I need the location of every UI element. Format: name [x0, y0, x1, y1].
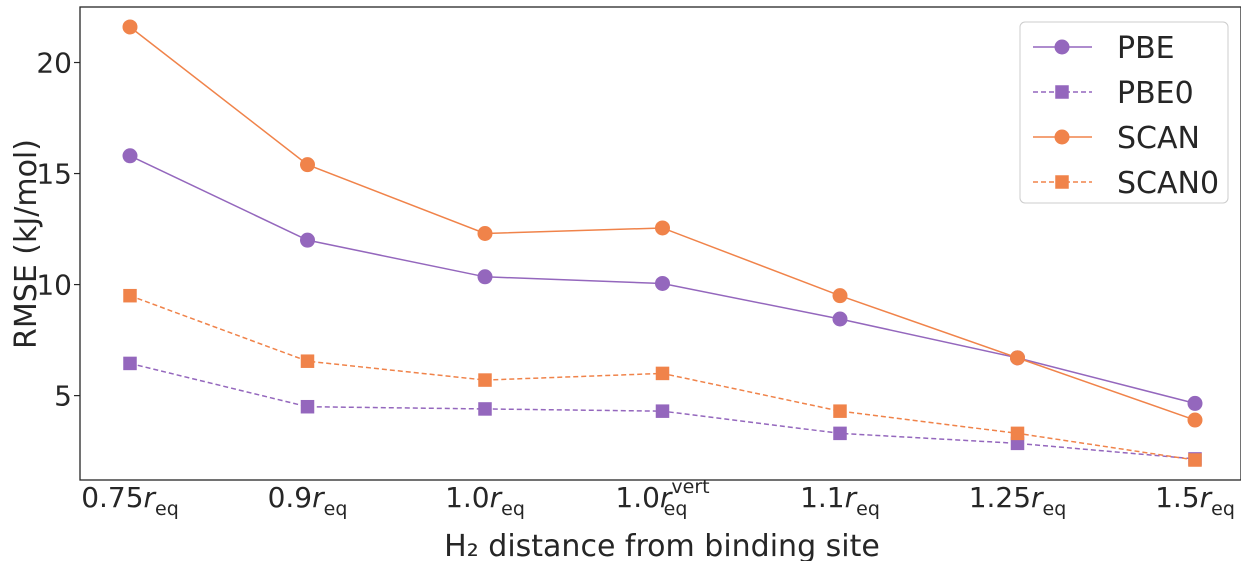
data-point [1187, 412, 1203, 428]
data-point [300, 232, 315, 248]
x-tick-label: 1.25req [969, 481, 1067, 520]
data-point [1010, 350, 1025, 366]
data-point [832, 288, 848, 304]
data-point [1188, 453, 1202, 467]
data-point [833, 404, 847, 418]
data-point [300, 354, 315, 368]
data-point [1010, 426, 1025, 441]
data-point [300, 157, 315, 173]
legend-label: SCAN [1117, 121, 1200, 156]
legend-label: PBE0 [1117, 76, 1194, 111]
legend-marker [1054, 129, 1070, 145]
x-tick-labels: 0.75req 0.9req 1.0req 1.0rvert eq 1.1req 1.25r… [81, 476, 1235, 520]
data-point [655, 275, 670, 291]
data-point [123, 356, 137, 371]
data-point [832, 311, 848, 327]
data-point [478, 402, 492, 416]
data-point [1187, 395, 1203, 411]
y-axis-title: RMSE (kJ/mol) [9, 139, 44, 349]
legend-item: PBE0 [1033, 76, 1194, 111]
legend-marker [1054, 39, 1070, 55]
y-tick-label: 20 [36, 47, 72, 80]
data-point [833, 426, 847, 441]
x-tick-label: 1.5req [1155, 481, 1235, 520]
x-tick-label: 1.0req [445, 481, 525, 520]
series-scan0 [123, 288, 1202, 467]
legend-label: PBE [1117, 31, 1175, 66]
x-tick-label: 0.75req [81, 481, 179, 520]
data-point [655, 220, 670, 236]
data-point [122, 148, 138, 164]
plot-frame [79, 6, 1241, 481]
legend-frame [1019, 21, 1229, 204]
y-tick-label: 10 [36, 269, 72, 302]
data-point [477, 269, 493, 285]
legend: PBE PBE0 SCAN SCAN0 [1019, 21, 1229, 204]
series-layer [122, 19, 1203, 467]
data-point [655, 404, 670, 418]
data-point [655, 366, 670, 381]
data-point [123, 288, 137, 303]
data-point [477, 226, 493, 242]
legend-label: SCAN0 [1117, 166, 1219, 201]
legend-item: SCAN0 [1033, 166, 1219, 201]
legend-marker [1055, 175, 1069, 189]
x-axis-title: H₂ distance from binding site [444, 529, 880, 561]
x-tick-label: 1.1req [800, 481, 880, 520]
series-scan [122, 19, 1203, 428]
x-tick-label: 0.9req [268, 481, 348, 520]
data-point [478, 373, 492, 387]
x-tick-label: 1.0rvert eq [615, 476, 709, 520]
legend-item: PBE [1033, 31, 1175, 66]
legend-marker [1055, 85, 1069, 99]
legend-item: SCAN [1033, 121, 1200, 156]
y-tick-label: 15 [36, 158, 72, 191]
y-tick-label: 5 [54, 380, 72, 413]
data-point [122, 19, 138, 35]
y-tick-labels: 5 10 15 20 [36, 47, 80, 413]
data-point [300, 399, 315, 414]
